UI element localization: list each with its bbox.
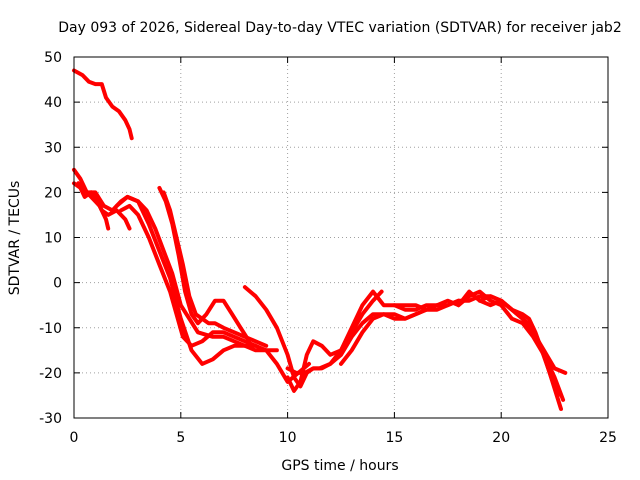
- y-tick-label: 20: [44, 185, 62, 201]
- series-line-s9: [242, 285, 461, 389]
- grid: [74, 57, 608, 418]
- series-line-s8: [161, 190, 269, 348]
- y-tick-label: 40: [44, 95, 62, 111]
- series-line-s4: [76, 181, 279, 353]
- series-line-s2: [72, 167, 111, 231]
- y-tick-label: -30: [39, 411, 62, 427]
- x-tick-label: 20: [492, 430, 510, 446]
- x-tick-label: 25: [599, 430, 617, 446]
- x-tick-label: 10: [279, 430, 297, 446]
- x-tick-label: 15: [385, 430, 403, 446]
- series-line-s5: [114, 194, 311, 384]
- plot-frame: [73, 56, 609, 419]
- series-line-s10: [285, 289, 440, 375]
- series-group: [72, 68, 568, 411]
- y-tick-label: -20: [39, 366, 62, 382]
- x-axis-label: GPS time / hours: [281, 458, 398, 474]
- y-axis-label: SDTVAR / TECUs: [7, 181, 23, 296]
- y-tick-label: 0: [53, 276, 62, 292]
- y-tick-label: 50: [44, 50, 62, 66]
- series-line-s11: [285, 289, 384, 393]
- x-tick-label: 0: [70, 430, 79, 446]
- x-tick-label: 5: [176, 430, 185, 446]
- series-line-s3: [72, 181, 132, 231]
- series-line-s1: [72, 68, 134, 141]
- y-tick-label: 30: [44, 140, 62, 156]
- axis-ticks: 0 5 10 15 20 25 -30 -20 -10 0 10 20 30 40 50: [39, 50, 617, 446]
- series-line-s14: [456, 289, 568, 375]
- y-tick-label: -10: [39, 321, 62, 337]
- series-line-s6: [119, 203, 258, 348]
- series-line-s13: [392, 289, 566, 402]
- series-line-s15: [477, 294, 563, 398]
- chart-title: Day 093 of 2026, Sidereal Day-to-day VTE…: [58, 20, 621, 36]
- y-tick-label: 10: [44, 231, 62, 247]
